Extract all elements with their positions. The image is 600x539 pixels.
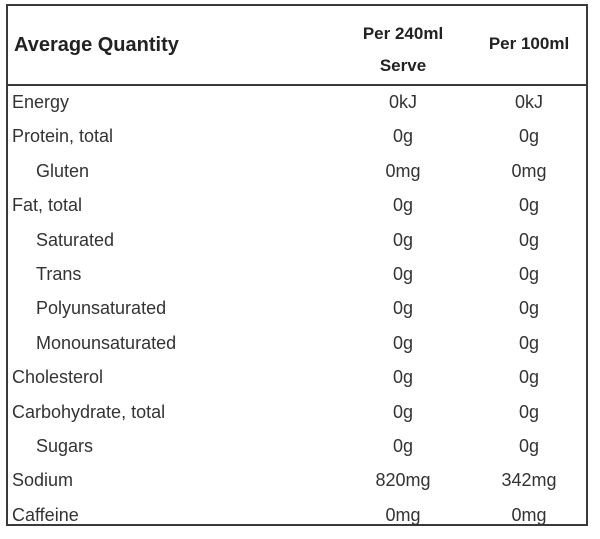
row-value-per-serve: 0mg — [385, 504, 421, 525]
row-value-per-100ml: 0g — [518, 367, 540, 388]
header-title: Average Quantity — [14, 34, 179, 56]
row-label: Sodium — [12, 470, 74, 491]
table-row: Caffeine 0mg 0mg — [8, 499, 586, 533]
row-value-per-serve: 0g — [392, 195, 414, 216]
row-label: Saturated — [36, 229, 115, 250]
row-value-per-serve: 0g — [392, 298, 414, 319]
row-value-per-serve: 0g — [392, 367, 414, 388]
table-row: Cholesterol 0g 0g — [8, 361, 586, 395]
row-value-per-serve: 0kJ — [388, 92, 417, 112]
row-value-per-serve: 0g — [392, 229, 414, 250]
row-label: Sugars — [36, 435, 94, 456]
row-value-per-serve: 0g — [392, 263, 414, 284]
row-label: Caffeine — [12, 504, 79, 525]
row-value-per-serve: 820mg — [375, 470, 431, 491]
header-per-serve-line1: Per 240ml — [362, 24, 444, 43]
table-header: Average Quantity Per 240ml Serve Per 100… — [8, 6, 586, 86]
row-value-per-100ml: 342mg — [501, 470, 557, 491]
row-label: Fat, total — [12, 195, 83, 216]
row-label: Carbohydrate, total — [12, 401, 166, 422]
row-value-per-100ml: 0g — [518, 195, 540, 216]
table-row: Polyunsaturated 0g 0g — [8, 292, 586, 326]
table-row: Trans 0g 0g — [8, 258, 586, 292]
row-label: Trans — [36, 263, 82, 284]
table-row: Saturated 0g 0g — [8, 224, 586, 258]
table-row: Gluten 0mg 0mg — [8, 155, 586, 189]
row-value-per-100ml: 0g — [518, 435, 540, 456]
row-value-per-100ml: 0mg — [511, 160, 547, 181]
table-row: Fat, total 0g 0g — [8, 189, 586, 223]
row-label: Protein, total — [12, 126, 114, 147]
row-label: Gluten — [36, 160, 90, 181]
row-label: Monounsaturated — [36, 332, 177, 353]
nutrition-table: Average Quantity Per 240ml Serve Per 100… — [6, 4, 588, 526]
table-row: Carbohydrate, total 0g 0g — [8, 396, 586, 430]
row-value-per-serve: 0g — [392, 332, 414, 353]
row-value-per-serve: 0mg — [385, 160, 421, 181]
header-per-serve: Per 240ml Serve — [338, 18, 468, 82]
table-row: Protein, total 0g 0g — [8, 120, 586, 154]
row-value-per-100ml: 0g — [518, 298, 540, 319]
row-value-per-100ml: 0g — [518, 126, 540, 147]
row-value-per-100ml: 0g — [518, 332, 540, 353]
row-value-per-100ml: 0g — [518, 229, 540, 250]
table-row: Sugars 0g 0g — [8, 430, 586, 464]
row-value-per-serve: 0g — [392, 435, 414, 456]
header-per-serve-line2: Serve — [379, 56, 427, 75]
row-value-per-serve: 0g — [392, 126, 414, 147]
row-label: Cholesterol — [12, 367, 104, 388]
row-value-per-100ml: 0g — [518, 263, 540, 284]
table-row: Monounsaturated 0g 0g — [8, 327, 586, 361]
row-value-per-100ml: 0kJ — [514, 92, 543, 112]
row-value-per-100ml: 0mg — [511, 504, 547, 525]
row-label: Energy — [12, 92, 70, 112]
table-row: Sodium 820mg 342mg — [8, 464, 586, 498]
row-value-per-100ml: 0g — [518, 401, 540, 422]
row-value-per-serve: 0g — [392, 401, 414, 422]
table-row: Energy 0kJ 0kJ — [8, 86, 586, 120]
header-per-100ml: Per 100ml — [488, 34, 570, 53]
row-label: Polyunsaturated — [36, 298, 167, 319]
table-body: Energy 0kJ 0kJ Protein, total 0g 0g Glut… — [8, 86, 586, 533]
